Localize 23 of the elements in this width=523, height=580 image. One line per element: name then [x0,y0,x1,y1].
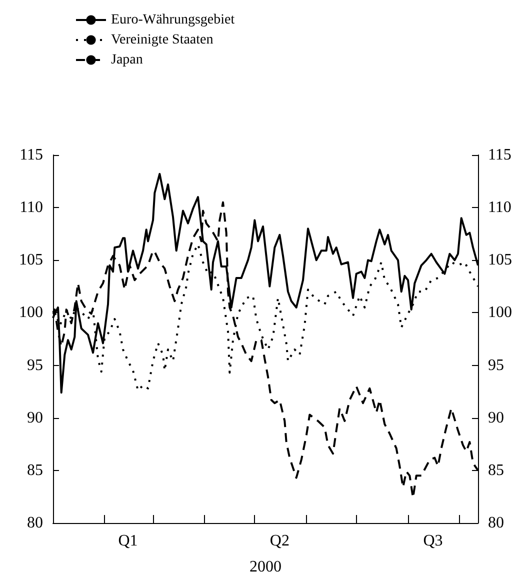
x-axis-title: 2000 [250,558,282,576]
y-tick-label: 95 [27,356,43,374]
y2-tick-label: 110 [488,199,512,216]
y-tick-label: 80 [27,514,43,532]
y-tick-label: 110 [20,199,43,216]
y-tick-label: 100 [19,304,43,322]
y2-tick-label: 90 [488,409,504,426]
y-tick-label: 85 [27,462,43,479]
y2-tick-label: 115 [488,146,512,164]
x-tick-label: Q2 [270,532,290,550]
x-tick-label: Q3 [423,532,443,550]
y2-tick-label: 105 [488,252,512,269]
y2-tick-label: 95 [488,356,504,374]
legend-label: Euro-Währungsgebiet [111,12,235,28]
y-tick-label: 115 [20,146,43,164]
y2-tick-label: 85 [488,462,504,479]
legend-label: Japan [111,52,143,68]
legend-label: Vereinigte Staaten [111,32,214,48]
x-tick-label: Q1 [118,532,138,550]
y2-tick-label: 80 [488,514,504,532]
y2-tick-label: 100 [488,304,512,322]
y-tick-label: 90 [27,409,43,426]
y-tick-label: 105 [19,252,43,269]
